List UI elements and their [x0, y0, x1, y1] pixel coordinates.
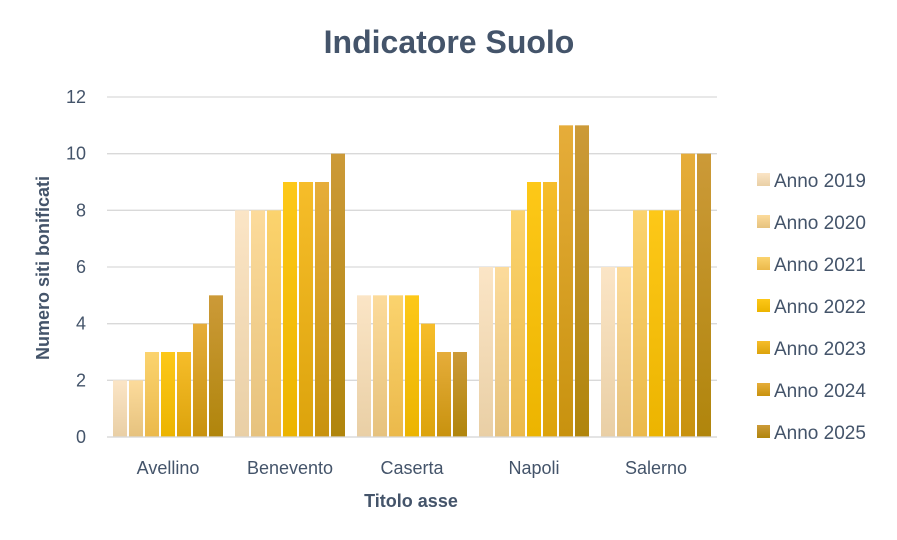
bar-benevento-anno-2023: [299, 182, 313, 437]
bar-salerno-anno-2020: [617, 267, 631, 437]
y-axis-title: Numero siti bonificati: [33, 176, 53, 360]
y-tick-label: 6: [76, 257, 86, 277]
y-tick-label: 12: [66, 87, 86, 107]
bar-napoli-anno-2021: [511, 210, 525, 437]
bar-napoli-anno-2023: [543, 182, 557, 437]
y-tick-label: 0: [76, 427, 86, 447]
legend-item: Anno 2020: [757, 213, 866, 234]
bar-salerno-anno-2021: [633, 210, 647, 437]
bar-benevento-anno-2022: [283, 182, 297, 437]
x-axis-title: Titolo asse: [364, 491, 458, 511]
bar-avellino-anno-2022: [161, 352, 175, 437]
bar-caserta-anno-2023: [421, 323, 435, 437]
legend-label: Anno 2021: [774, 255, 866, 276]
bar-salerno-anno-2022: [649, 210, 663, 437]
bar-salerno-anno-2019: [601, 267, 615, 437]
legend-label: Anno 2024: [774, 381, 866, 402]
bar-avellino-anno-2021: [145, 352, 159, 437]
legend-label: Anno 2019: [774, 171, 866, 192]
legend-label: Anno 2020: [774, 213, 866, 234]
legend-swatch: [757, 257, 770, 270]
legend-swatch: [757, 425, 770, 438]
x-tick-label: Benevento: [247, 458, 333, 478]
bar-napoli-anno-2024: [559, 125, 573, 437]
y-tick-label: 2: [76, 370, 86, 390]
bar-benevento-anno-2025: [331, 153, 345, 437]
bar-napoli-anno-2019: [479, 267, 493, 437]
bars: [107, 125, 717, 438]
bar-napoli-anno-2022: [527, 182, 541, 437]
y-tick-label: 4: [76, 314, 86, 334]
bar-avellino-anno-2024: [193, 323, 207, 437]
chart-title: Indicatore Suolo: [324, 24, 575, 60]
bar-avellino-anno-2023: [177, 352, 191, 437]
x-tick-label: Avellino: [137, 458, 200, 478]
legend: Anno 2019 Anno 2020 Anno 2021 Anno 2022 Anno…: [757, 171, 866, 444]
legend-label: Anno 2022: [774, 297, 866, 318]
bar-salerno-anno-2025: [697, 153, 711, 437]
legend-item: Anno 2019: [757, 171, 866, 192]
legend-label: Anno 2023: [774, 339, 866, 360]
x-tick-label: Caserta: [380, 458, 444, 478]
bar-benevento-anno-2024: [315, 182, 329, 437]
bar-salerno-anno-2024: [681, 153, 695, 437]
y-tick-label: 10: [66, 144, 86, 164]
bar-benevento-anno-2019: [235, 210, 249, 437]
bar-benevento-anno-2021: [267, 210, 281, 437]
x-axis-ticks: Avellino Benevento Caserta Napoli Salerno: [137, 458, 687, 478]
bar-avellino-anno-2019: [113, 380, 127, 437]
legend-item: Anno 2024: [757, 381, 866, 402]
legend-item: Anno 2023: [757, 339, 866, 360]
legend-swatch: [757, 383, 770, 396]
y-tick-label: 8: [76, 200, 86, 220]
x-tick-label: Salerno: [625, 458, 687, 478]
y-axis-ticks: 0 2 4 6 8 10 12: [66, 87, 86, 447]
bar-caserta-anno-2020: [373, 295, 387, 437]
x-tick-label: Napoli: [508, 458, 559, 478]
bar-caserta-anno-2021: [389, 295, 403, 437]
bar-benevento-anno-2020: [251, 210, 265, 437]
legend-swatch: [757, 173, 770, 186]
bar-caserta-anno-2019: [357, 295, 371, 437]
bar-caserta-anno-2024: [437, 352, 451, 437]
legend-item: Anno 2021: [757, 255, 866, 276]
legend-swatch: [757, 215, 770, 228]
bar-caserta-anno-2025: [453, 352, 467, 437]
bar-salerno-anno-2023: [665, 210, 679, 437]
bar-napoli-anno-2025: [575, 125, 589, 437]
legend-item: Anno 2022: [757, 297, 866, 318]
bar-caserta-anno-2022: [405, 295, 419, 437]
bar-avellino-anno-2020: [129, 380, 143, 437]
legend-swatch: [757, 299, 770, 312]
legend-label: Anno 2025: [774, 423, 866, 444]
legend-item: Anno 2025: [757, 423, 866, 444]
legend-swatch: [757, 341, 770, 354]
bar-avellino-anno-2025: [209, 295, 223, 437]
bar-napoli-anno-2020: [495, 267, 509, 437]
